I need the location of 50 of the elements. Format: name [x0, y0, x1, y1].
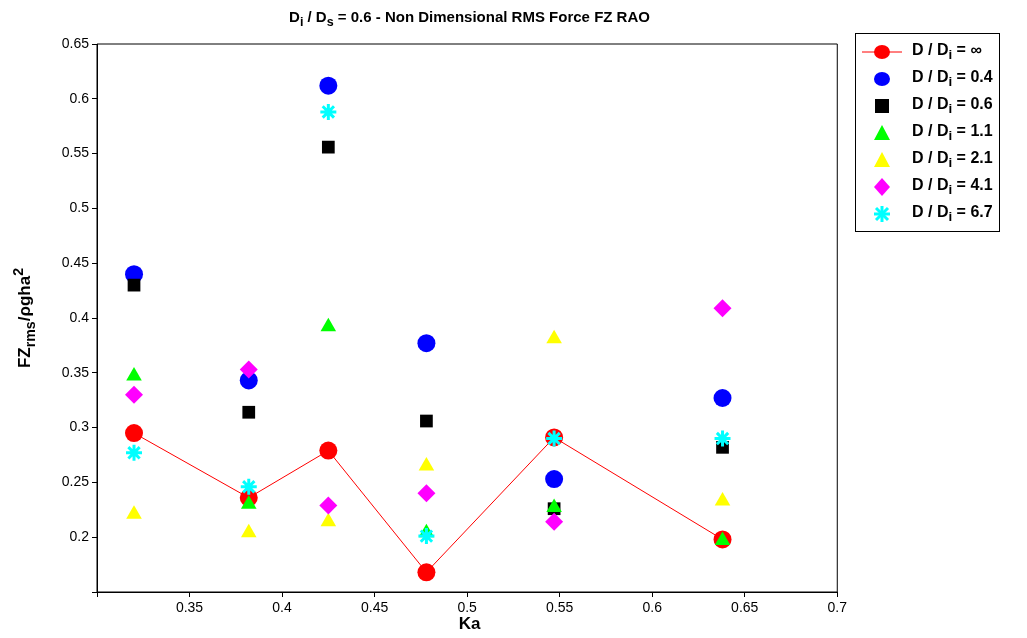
legend-label: D / D$_{i}$ = 6.7 [912, 202, 993, 225]
point [714, 492, 731, 506]
y-tick-label: 0.55 [61, 144, 90, 161]
x-tick-label: 0.7 [827, 599, 848, 616]
x-tick-label: 0.4 [272, 599, 293, 616]
point [242, 405, 256, 419]
point [713, 429, 733, 449]
point [545, 512, 564, 531]
point [125, 424, 144, 443]
point [713, 299, 732, 318]
y-tick-label: 0.25 [61, 473, 90, 490]
x-tick-label: 0.55 [546, 599, 574, 616]
x-tick-label: 0.45 [360, 599, 389, 616]
x-tick-label: 0.35 [175, 599, 204, 616]
point [416, 526, 436, 546]
point [417, 563, 436, 582]
legend-label: D / D$_{i}$ = ∞ [912, 40, 982, 63]
y-tick-label: 0.65 [61, 34, 90, 51]
y-tick-label: 0.3 [69, 418, 90, 435]
chart-title: D$_{i}$ / D$_{s}$ = 0.6 - Non Dimensional RMS Force FZ RAO [288, 8, 651, 29]
point [321, 140, 335, 154]
y-tick-label: 0.35 [61, 363, 90, 380]
y-tick-label: 0.6 [69, 89, 90, 106]
legend-label: D / D$_{i}$ = 1.1 [912, 121, 993, 144]
point [125, 385, 144, 404]
point [319, 76, 338, 95]
point [239, 477, 259, 497]
y-tick-label: 0.2 [69, 528, 90, 545]
legend-label: D / D$_{i}$ = 0.6 [912, 94, 993, 117]
point [319, 441, 338, 460]
point [124, 443, 144, 463]
x-tick-label: 0.5 [457, 599, 478, 616]
y-tick-label: 0.45 [61, 254, 90, 271]
point [318, 102, 338, 122]
y-tick-label: 0.4 [69, 308, 90, 325]
point [546, 498, 562, 513]
x-tick-label: 0.65 [731, 599, 759, 616]
legend-label: D / D$_{i}$ = 4.1 [912, 175, 993, 198]
legend-label: D / D$_{i}$ = 0.4 [912, 67, 993, 90]
point [420, 414, 433, 428]
legend-label: D / D$_{i}$ = 2.1 [912, 148, 993, 171]
point [239, 360, 258, 379]
point [417, 484, 436, 503]
point [319, 496, 338, 515]
y-tick-label: 0.5 [69, 199, 90, 216]
x-axis-title: Ka [457, 614, 482, 634]
x-tick-label: 0.6 [642, 599, 663, 616]
point [417, 334, 436, 353]
point [545, 470, 564, 489]
point [713, 389, 732, 408]
